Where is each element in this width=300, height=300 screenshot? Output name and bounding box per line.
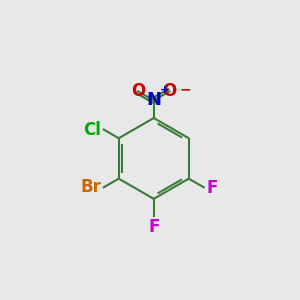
Text: −: − — [179, 82, 191, 97]
Text: O: O — [162, 82, 177, 100]
Text: O: O — [131, 82, 145, 100]
Text: F: F — [206, 179, 218, 197]
Text: +: + — [160, 85, 170, 95]
Text: N: N — [146, 91, 161, 109]
Text: F: F — [148, 218, 159, 236]
Text: Br: Br — [81, 178, 101, 196]
Text: Cl: Cl — [84, 121, 101, 139]
